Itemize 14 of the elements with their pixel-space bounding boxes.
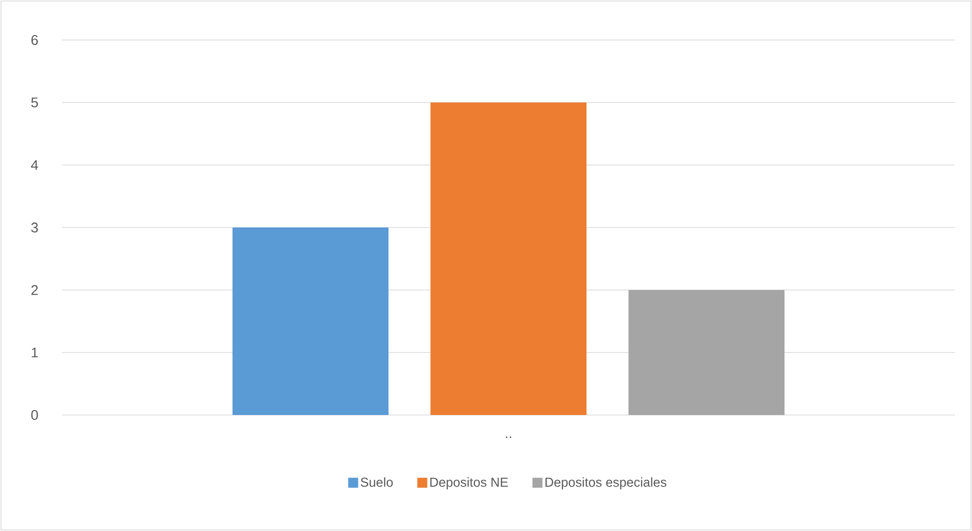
y-tick-label: 5 xyxy=(31,98,38,108)
bar xyxy=(232,228,389,415)
y-tick-label: 3 xyxy=(31,222,38,232)
bar xyxy=(628,290,785,415)
bar xyxy=(430,102,587,415)
legend-label: Depositos NE xyxy=(430,477,508,490)
y-tick-label: 6 xyxy=(31,35,38,45)
y-tick-label: 4 xyxy=(31,160,38,170)
legend-label: Suelo xyxy=(360,477,393,487)
legend-label: Depositos especiales xyxy=(546,477,666,490)
x-tick-label: .. xyxy=(506,436,512,438)
y-tick-label: 0 xyxy=(31,410,38,420)
y-tick-label: 1 xyxy=(32,348,38,358)
y-tick-label: 2 xyxy=(31,285,38,295)
